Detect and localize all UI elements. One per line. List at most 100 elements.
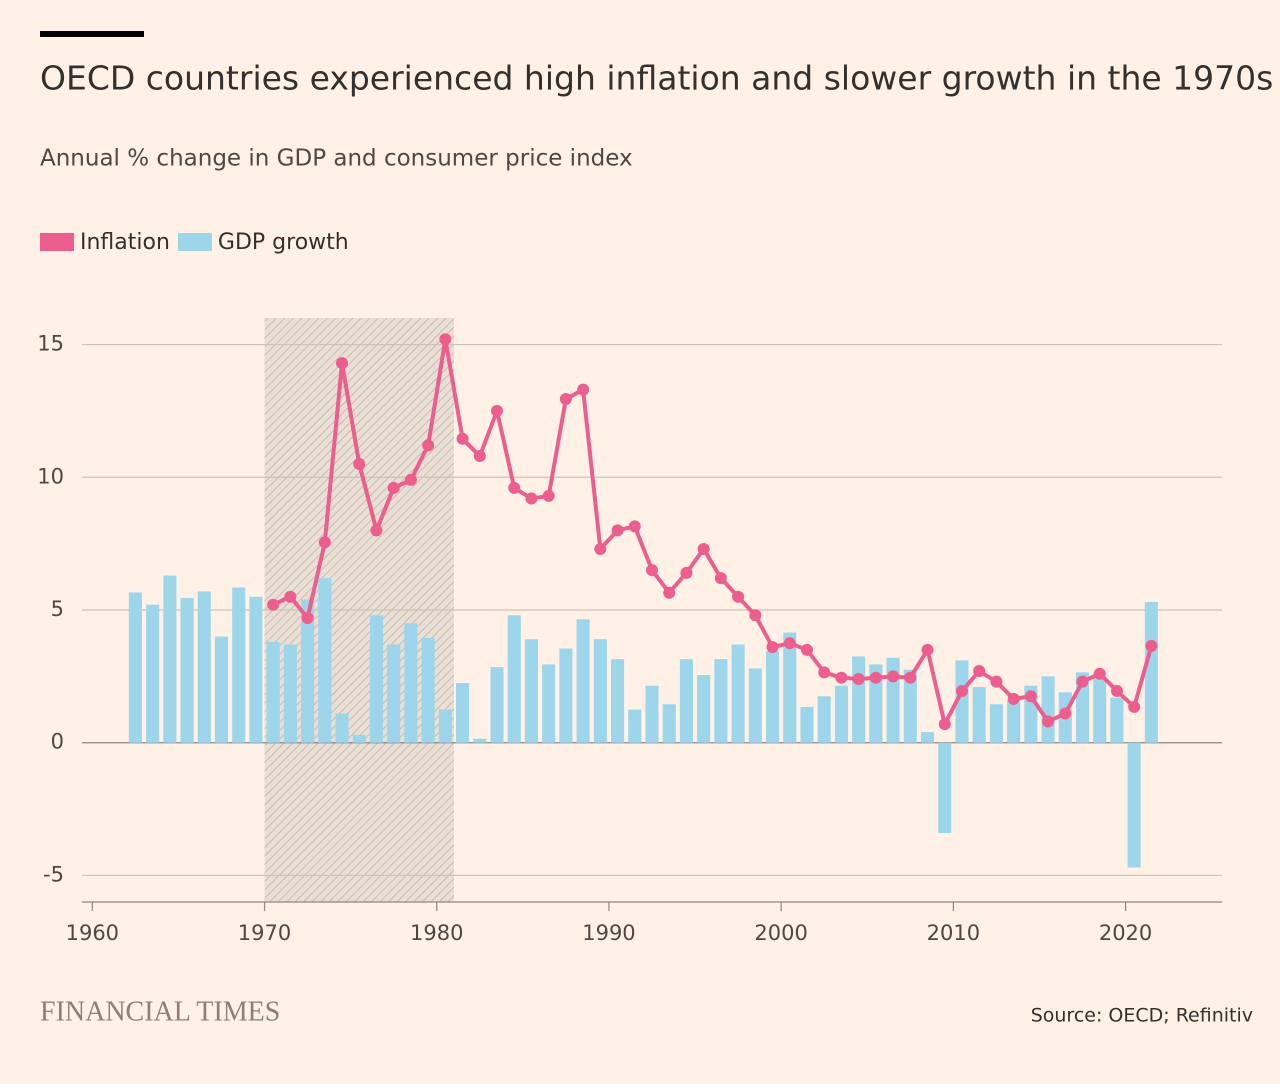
gdp-bar — [404, 623, 418, 743]
gdp-bar — [955, 660, 969, 743]
gdp-bar — [163, 575, 177, 743]
publisher: FINANCIAL TIMES — [40, 996, 280, 1027]
gdp-bar — [989, 704, 1003, 743]
gdp-bar — [938, 742, 952, 833]
inflation-point — [749, 609, 762, 622]
inflation-point — [1110, 684, 1123, 697]
gdp-bar — [1093, 676, 1107, 743]
inflation-point — [766, 641, 779, 654]
inflation-point — [422, 439, 435, 452]
inflation-point — [1145, 639, 1158, 652]
gdp-bar — [490, 667, 504, 743]
gdp-bar — [852, 656, 866, 743]
gdp-bar — [1007, 700, 1021, 743]
inflation-point — [525, 492, 538, 505]
inflation-point — [680, 566, 693, 579]
brand-bar — [40, 31, 144, 37]
x-tick-label: 1980 — [410, 921, 463, 945]
gdp-bar — [645, 685, 659, 743]
inflation-point — [628, 520, 641, 533]
gdp-bar — [1127, 742, 1141, 868]
gdp-bar — [783, 632, 797, 743]
inflation-point — [456, 432, 469, 445]
x-tick-label: 2010 — [927, 921, 980, 945]
inflation-point — [800, 643, 813, 656]
gdp-bar — [800, 706, 814, 743]
gdp-bar — [283, 644, 297, 743]
inflation-point — [1093, 667, 1106, 680]
inflation-point — [1076, 675, 1089, 688]
inflation-point — [284, 590, 297, 603]
inflation-point — [697, 542, 710, 555]
gdp-bar — [507, 615, 521, 743]
inflation-point — [887, 670, 900, 683]
inflation-point — [301, 611, 314, 624]
gdp-bar — [438, 709, 452, 743]
inflation-point — [663, 586, 676, 599]
x-tick-label: 1970 — [238, 921, 291, 945]
gdp-bar — [869, 664, 883, 743]
inflation-point — [594, 542, 607, 555]
gdp-bar — [352, 734, 366, 743]
inflation-point — [714, 572, 727, 585]
inflation-point — [732, 590, 745, 603]
y-tick-label: 10 — [37, 464, 64, 488]
inflation-point — [818, 666, 831, 679]
gdp-bar — [542, 664, 556, 743]
chart-subtitle: Annual % change in GDP and consumer pric… — [40, 146, 633, 172]
gdp-bar — [197, 591, 211, 743]
inflation-point — [439, 333, 452, 346]
inflation-point — [559, 392, 572, 405]
inflation-point — [336, 357, 349, 370]
gdp-bar — [1144, 602, 1158, 743]
gdp-bar — [369, 615, 384, 743]
inflation-point — [646, 564, 658, 577]
gdp-bar — [679, 659, 693, 743]
chart-title: OECD countries experienced high inflatio… — [40, 59, 1273, 98]
gdp-bar — [146, 604, 160, 743]
legend-swatch — [40, 233, 74, 251]
inflation-point — [1024, 690, 1037, 703]
inflation-point — [921, 643, 934, 656]
x-tick-label: 2020 — [1099, 921, 1152, 945]
inflation-point — [577, 383, 590, 396]
legend-label: Inflation — [80, 230, 170, 255]
inflation-point — [783, 637, 796, 650]
gdp-bar — [387, 644, 401, 743]
inflation-point — [370, 524, 383, 537]
gdp-bar — [903, 669, 917, 743]
gdp-bar — [421, 637, 435, 743]
gdp-bar — [920, 732, 935, 743]
inflation-point — [387, 481, 400, 494]
y-tick-label: 0 — [51, 730, 64, 754]
inflation-point — [542, 489, 555, 502]
gdp-bar — [662, 704, 676, 743]
gdp-bar — [232, 587, 246, 743]
gdp-bar — [301, 599, 315, 743]
gdp-bar — [335, 713, 349, 743]
gdp-bar — [766, 651, 780, 743]
x-tick-label: 1960 — [66, 921, 119, 945]
gdp-bar — [628, 709, 642, 743]
source: Source: OECD; Refinitiv — [1031, 1005, 1253, 1027]
inflation-point — [611, 524, 624, 537]
gdp-bar — [214, 636, 229, 743]
inflation-point — [353, 458, 366, 470]
inflation-point — [938, 718, 951, 731]
inflation-point — [990, 675, 1003, 688]
gdp-bar — [748, 668, 762, 743]
legend: Inflation GDP growth — [40, 230, 349, 255]
inflation-point — [1042, 715, 1055, 728]
y-tick-label: 15 — [37, 332, 64, 356]
gdp-bar — [559, 648, 573, 743]
inflation-point — [835, 671, 848, 684]
gdp-bar — [128, 592, 142, 743]
gdp-bar — [180, 598, 194, 743]
y-tick-label: 5 — [51, 597, 64, 621]
gdp-bar — [266, 641, 280, 743]
gdp-bar — [731, 644, 745, 743]
inflation-point — [1007, 692, 1020, 705]
inflation-point — [473, 450, 486, 463]
